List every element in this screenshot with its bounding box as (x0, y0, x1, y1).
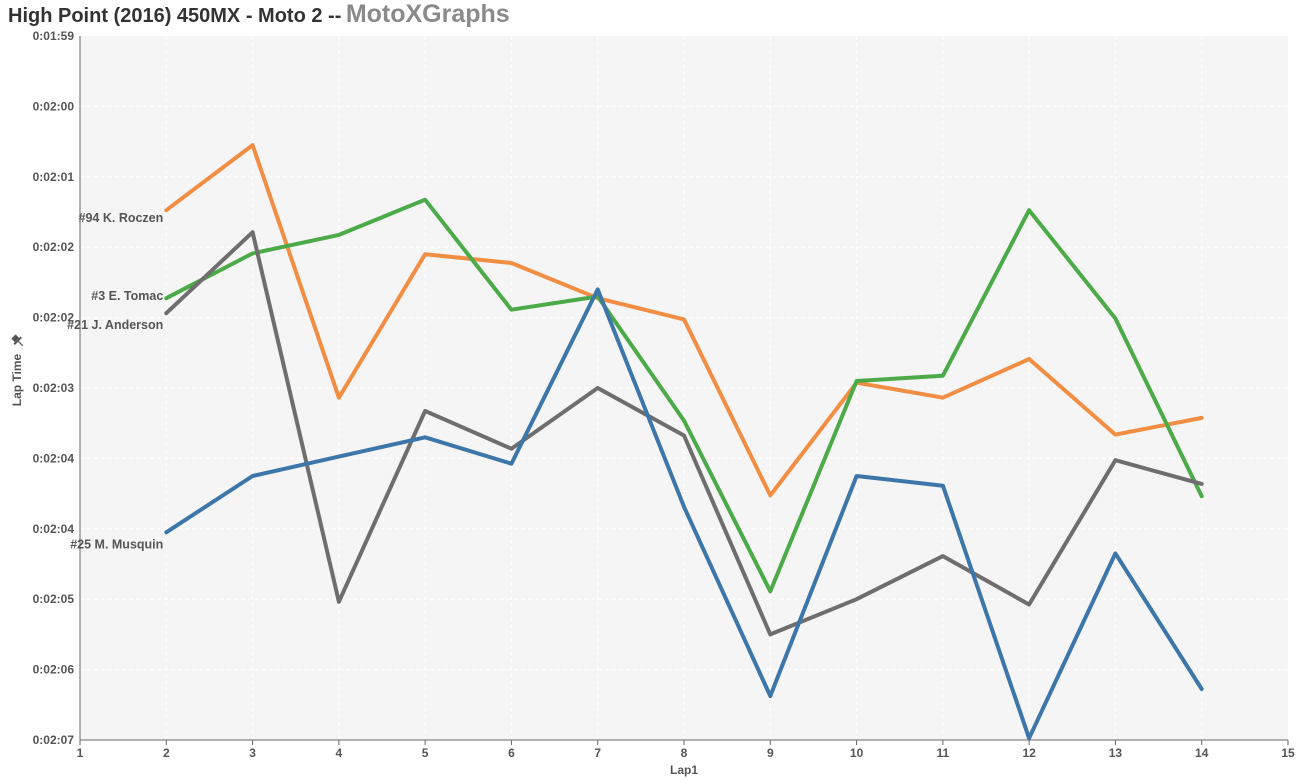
y-tick-label: 0:02:07 (33, 733, 75, 747)
x-tick-label: 9 (767, 746, 774, 760)
x-tick-label: 4 (336, 746, 343, 760)
series-label: #3 E. Tomac (91, 289, 163, 303)
x-tick-label: 12 (1022, 746, 1036, 760)
x-tick-label: 15 (1281, 746, 1295, 760)
series-lines (164, 143, 1204, 741)
series-label: #21 J. Anderson (67, 318, 163, 332)
title-text: High Point (2016) 450MX - Moto 2 -- (8, 5, 342, 27)
pin-needle (17, 340, 24, 347)
x-tick-label: 14 (1195, 746, 1209, 760)
y-tick-label: 0:02:02 (33, 311, 75, 325)
pin-collar (13, 336, 22, 345)
x-tick-label: 3 (249, 746, 256, 760)
y-tick-label: 0:02:05 (33, 592, 75, 606)
x-tick-label: 10 (850, 746, 864, 760)
series-line (164, 197, 1204, 594)
y-tick-label: 0:02:00 (33, 99, 75, 113)
x-tick-label: 6 (508, 746, 515, 760)
series-label: #25 M. Musquin (70, 537, 163, 551)
chart-title: High Point (2016) 450MX - Moto 2 -- Moto… (8, 0, 510, 32)
pin-head (11, 334, 20, 343)
y-tick-label: 0:02:06 (33, 663, 75, 677)
axes: 1 2 3 4 5 6 7 8 9 10 11 12 13 14 150:01:590:02:000:02:… (33, 29, 1295, 760)
y-tick-label: 0:02:01 (33, 170, 75, 184)
x-tick-label: 5 (422, 746, 429, 760)
y-tick-label: 0:02:02 (33, 240, 75, 254)
series-label: #94 K. Roczen (79, 211, 164, 225)
x-tick-label: 2 (163, 746, 170, 760)
brand-text: MotoXGraphs (345, 0, 510, 28)
y-tick-label: 0:01:59 (33, 29, 75, 43)
x-tick-label: 7 (594, 746, 601, 760)
y-tick-label: 0:02:04 (33, 522, 75, 536)
pin-icon[interactable] (10, 333, 26, 349)
series-labels: #94 K. Roczen #3 E. Tomac #21 J. Anderson #… (67, 211, 163, 551)
x-axis-title: Lap1 (670, 763, 698, 777)
x-tick-label: 11 (937, 746, 950, 760)
series-line (164, 143, 1204, 498)
y-tick-label: 0:02:04 (33, 451, 75, 465)
series-line (164, 287, 1204, 741)
y-tick-label: 0:02:03 (33, 381, 75, 395)
x-tick-label: 1 (77, 746, 84, 760)
series-line (164, 230, 1204, 637)
x-tick-label: 13 (1109, 746, 1123, 760)
x-tick-label: 8 (681, 746, 688, 760)
y-axis-title: Lap Time (10, 353, 24, 406)
